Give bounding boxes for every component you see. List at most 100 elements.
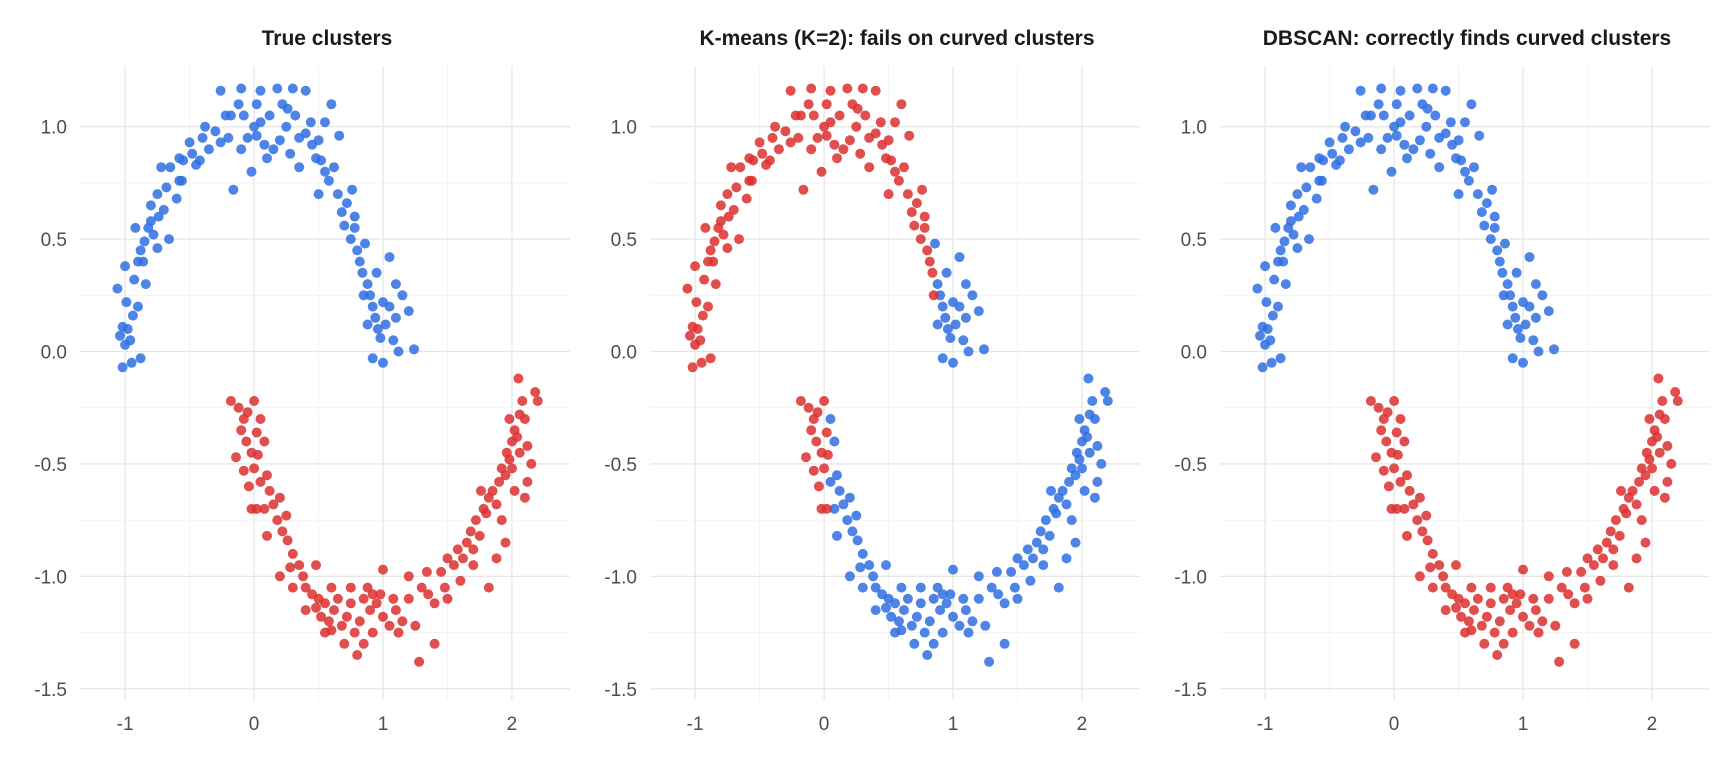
data-point xyxy=(1485,234,1496,245)
data-point xyxy=(1434,162,1445,173)
data-point xyxy=(225,396,236,406)
data-point xyxy=(416,582,427,593)
data-point xyxy=(1427,582,1438,593)
data-point xyxy=(326,99,337,110)
data-point xyxy=(819,396,830,406)
data-point xyxy=(991,566,1002,577)
data-point xyxy=(1502,279,1513,290)
data-point xyxy=(1337,132,1348,143)
data-point xyxy=(388,335,399,346)
data-point xyxy=(517,396,528,406)
data-point xyxy=(1524,301,1535,312)
data-point xyxy=(1647,463,1657,474)
data-point xyxy=(1472,593,1483,604)
data-point xyxy=(1395,85,1406,96)
data-point xyxy=(1498,593,1509,604)
data-point xyxy=(384,620,395,631)
y-tick-label: 1.0 xyxy=(41,118,67,139)
data-point xyxy=(1500,238,1510,249)
data-point xyxy=(1524,252,1535,263)
data-point xyxy=(1579,582,1590,593)
data-point xyxy=(695,335,706,346)
data-point xyxy=(1652,432,1663,442)
data-point xyxy=(512,432,523,442)
data-point xyxy=(1311,193,1322,204)
data-point xyxy=(1270,222,1281,233)
data-point xyxy=(243,481,254,492)
data-point xyxy=(1502,319,1513,330)
data-point xyxy=(1408,144,1419,155)
data-point xyxy=(864,162,875,173)
data-point xyxy=(883,135,894,146)
data-point xyxy=(242,407,253,418)
data-point xyxy=(937,301,948,312)
data-point xyxy=(1494,256,1505,267)
data-point xyxy=(808,110,819,121)
data-point xyxy=(822,449,833,460)
data-point xyxy=(1404,110,1415,121)
data-point xyxy=(812,407,823,418)
data-point xyxy=(829,436,840,447)
data-point xyxy=(785,137,796,148)
data-point xyxy=(255,414,266,424)
x-axis-ticks: -1 0 1 2 xyxy=(117,714,518,735)
data-point xyxy=(1672,396,1683,406)
data-point xyxy=(896,99,907,110)
y-axis-ticks: -1.5 -1.0 -0.5 0.0 0.5 1.0 xyxy=(34,118,67,701)
data-point xyxy=(397,290,408,301)
data-point xyxy=(890,117,900,128)
data-point xyxy=(1427,548,1438,559)
data-point xyxy=(1273,256,1283,267)
data-point xyxy=(1595,575,1606,586)
data-point xyxy=(690,261,701,272)
data-point xyxy=(1556,582,1567,593)
data-point xyxy=(1402,470,1412,481)
data-point xyxy=(238,465,249,476)
data-point xyxy=(1255,330,1265,341)
data-point xyxy=(1292,243,1303,254)
data-point xyxy=(210,126,221,137)
data-point xyxy=(1543,306,1554,317)
data-point xyxy=(390,279,401,290)
data-point xyxy=(950,319,961,330)
data-point xyxy=(152,243,163,254)
data-point xyxy=(268,144,279,155)
data-point xyxy=(734,234,744,245)
data-point xyxy=(1304,234,1314,245)
data-point xyxy=(868,571,879,582)
data-point xyxy=(1331,159,1342,170)
data-point xyxy=(1614,530,1625,541)
data-point xyxy=(928,593,939,604)
data-point xyxy=(1644,454,1655,465)
data-point xyxy=(1425,148,1436,159)
data-point xyxy=(358,638,369,649)
data-point xyxy=(1451,153,1461,164)
data-point xyxy=(365,605,376,616)
data-point xyxy=(174,153,185,164)
data-point xyxy=(1515,589,1526,600)
data-point xyxy=(715,200,726,211)
data-point xyxy=(1610,515,1621,526)
data-point xyxy=(320,598,330,609)
data-point xyxy=(1494,616,1505,627)
data-point xyxy=(259,139,270,150)
x-tick-label: 1 xyxy=(378,714,389,735)
data-point xyxy=(806,83,817,94)
data-point xyxy=(1288,229,1299,240)
y-tick-label: 1.0 xyxy=(611,118,637,139)
data-point xyxy=(300,85,311,96)
x-tick-label: 0 xyxy=(249,714,260,735)
data-point xyxy=(948,611,958,622)
data-point xyxy=(1518,357,1528,368)
data-point xyxy=(1489,222,1500,233)
data-point xyxy=(1267,310,1278,321)
data-point xyxy=(370,312,381,323)
y-tick-label: 0.0 xyxy=(611,343,637,364)
data-point xyxy=(1670,387,1681,397)
data-point xyxy=(236,144,247,155)
data-point xyxy=(979,344,989,355)
data-point xyxy=(1657,396,1668,406)
data-point xyxy=(893,616,904,627)
data-point xyxy=(813,481,824,492)
data-point xyxy=(1038,544,1049,555)
